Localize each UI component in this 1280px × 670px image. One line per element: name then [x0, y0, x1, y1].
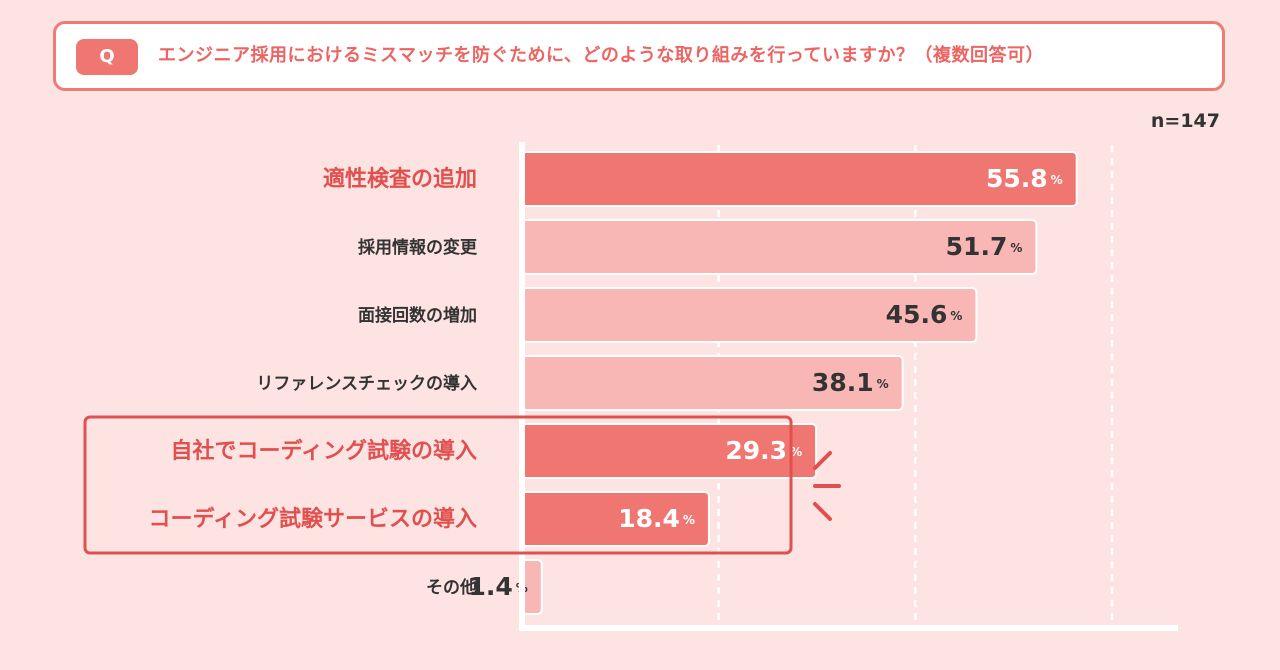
category-label-3: リファレンスチェックの導入: [256, 373, 477, 394]
bars: [521, 151, 1078, 615]
category-labels: 適性検査の追加採用情報の変更面接回数の増加リファレンスチェックの導入自社でコーデ…: [149, 166, 478, 598]
value-labels: 55.8% 51.7% 45.6% 38.1% 29.3% 18.4% 1.4%: [468, 164, 1062, 601]
category-label-0: 適性検査の追加: [323, 166, 477, 192]
emphasis-mark-bottom: [813, 502, 832, 521]
value-label-1: 51.7%: [946, 232, 1023, 261]
question-box: Q エンジニア採用におけるミスマッチを防ぐために、どのような取り組みを行っていま…: [53, 21, 1225, 91]
emphasis-mark-top: [813, 451, 832, 470]
value-label-3: 38.1%: [812, 368, 889, 397]
highlight-frame: [83, 415, 793, 555]
highlight-group: [83, 415, 841, 555]
question-text: エンジニア採用におけるミスマッチを防ぐために、どのような取り組みを行っていますか…: [158, 45, 1045, 66]
category-label-4: 自社でコーディング試験の導入: [171, 438, 477, 464]
category-label-1: 採用情報の変更: [358, 237, 478, 258]
category-label-5: コーディング試験サービスの導入: [149, 506, 477, 532]
category-label-2: 面接回数の増加: [358, 305, 477, 326]
value-label-6: 1.4%: [468, 572, 527, 601]
axes: [519, 142, 1178, 631]
question-badge: Q: [76, 39, 138, 75]
value-label-4: 29.3%: [725, 436, 802, 465]
sample-size-label: n=147: [1150, 110, 1220, 132]
category-label-6: その他: [426, 577, 477, 598]
bar-5: [521, 491, 710, 547]
value-label-0: 55.8%: [986, 164, 1063, 193]
value-label-2: 45.6%: [886, 300, 963, 329]
value-label-5: 18.4%: [618, 504, 695, 533]
